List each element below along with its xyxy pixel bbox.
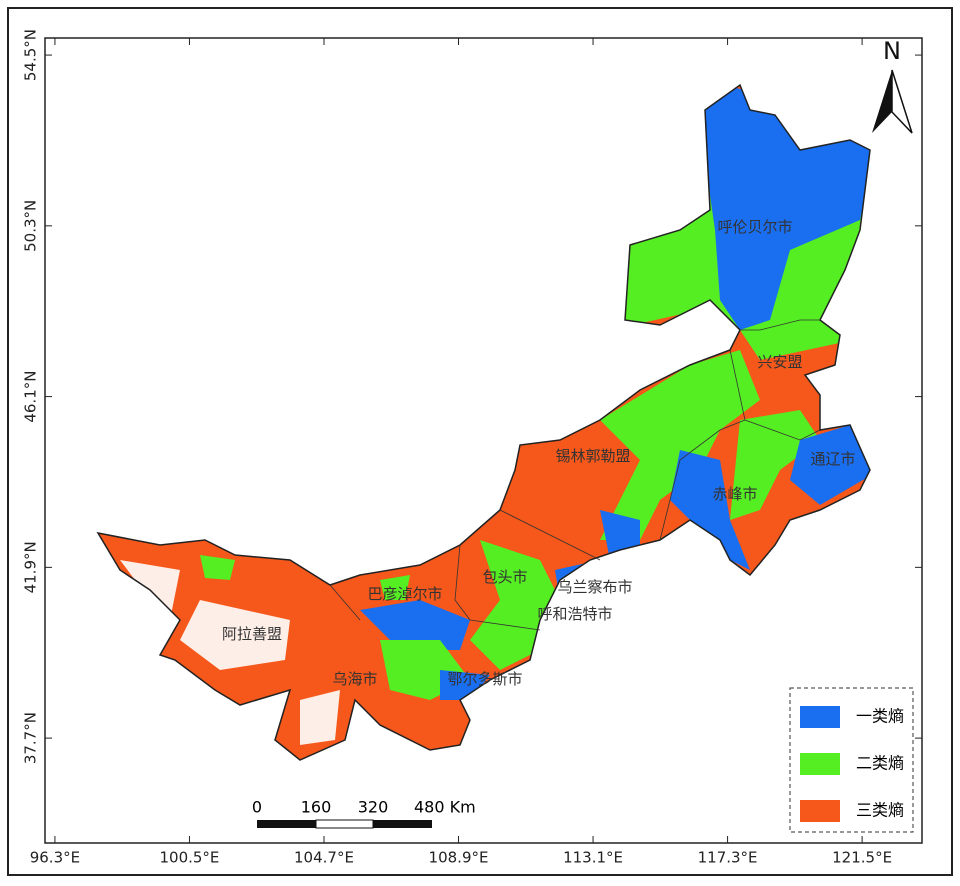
north-label: N [883,37,901,65]
region-label: 包头市 [482,568,527,586]
x-tick-label: 121.5°E [832,849,892,867]
scale-label: 320 [358,798,389,817]
y-tick-label: 50.3°N [22,200,40,252]
x-tick-label: 104.7°E [294,849,354,867]
scale-label: 160 [301,798,332,817]
region-labels: 呼伦贝尔市 兴安盟 锡林郭勒盟 通辽市 赤峰市 乌兰察布市 包头市 呼和浩特市 … [222,218,856,688]
legend-label: 三类熵 [856,801,904,820]
scale-bar: 0 160 320 480 Km [252,798,476,829]
region-label: 锡林郭勒盟 [555,447,630,465]
region-label: 乌兰察布市 [557,578,632,596]
legend-label: 二类熵 [856,754,904,773]
region-label: 呼伦贝尔市 [717,218,792,236]
region-label: 鄂尔多斯市 [447,670,522,688]
region-label: 兴安盟 [757,353,802,371]
y-tick-label: 41.9°N [22,541,40,593]
scale-segment [315,819,374,829]
legend-swatch [800,800,840,822]
x-tick-label: 96.3°E [30,849,80,867]
scale-segment [257,820,316,828]
north-arrow-right [891,69,913,134]
x-tick-label: 113.1°E [563,849,623,867]
legend-label: 一类熵 [856,707,904,726]
y-tick-label: 46.1°N [22,371,40,423]
y-tick-label: 54.5°N [22,29,40,81]
district-borders [329,319,821,631]
x-tick-label: 117.3°E [698,849,758,867]
scale-segment [373,820,432,828]
north-arrow: N [872,37,913,134]
region-label: 赤峰市 [712,485,757,503]
scale-label: 480 Km [414,798,476,817]
x-tick-label: 100.5°E [159,849,219,867]
legend-swatch [800,706,840,728]
x-tick-label: 108.9°E [429,849,489,867]
region-label: 呼和浩特市 [537,605,612,623]
region-label: 通辽市 [810,450,855,468]
region-label: 阿拉善盟 [222,625,282,643]
north-arrow-left [872,70,892,133]
y-tick-label: 37.7°N [22,712,40,764]
legend-swatch [800,753,840,775]
region-label: 巴彦淖尔市 [367,585,442,603]
region-label: 乌海市 [332,670,377,688]
scale-label: 0 [252,798,262,817]
